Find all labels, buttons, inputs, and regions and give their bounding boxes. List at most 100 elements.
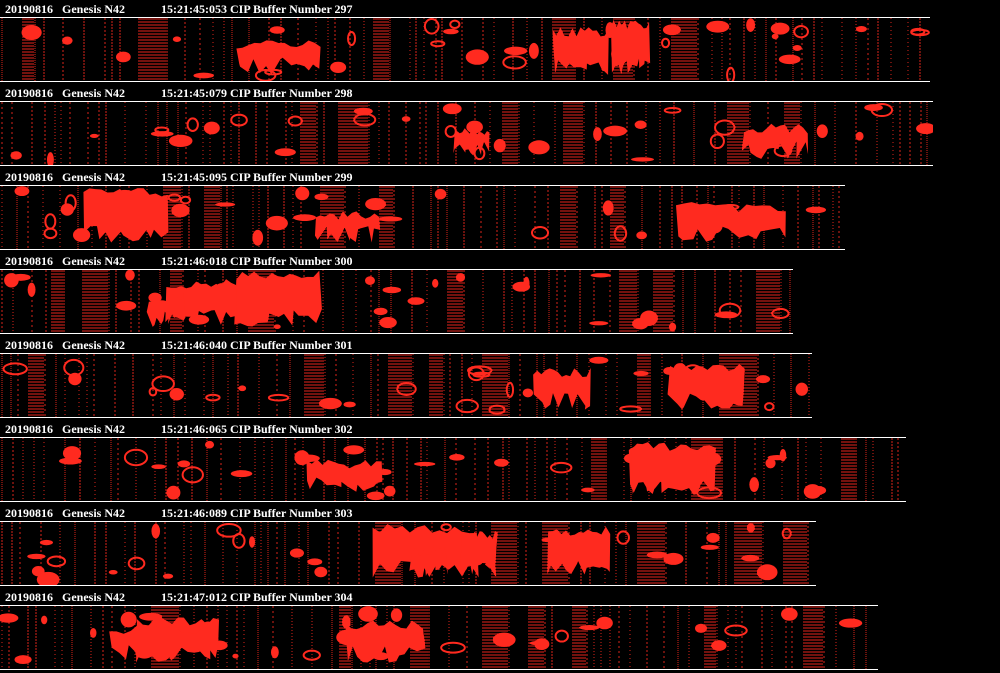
particle-mark: [14, 655, 32, 665]
particle-mark: [43, 227, 58, 240]
particle-mark: [232, 532, 246, 549]
particle-mark: [430, 40, 446, 48]
particle-mark: [293, 214, 317, 222]
particle-mark: [440, 641, 466, 654]
particle-mark: [746, 523, 755, 533]
buffer-date: 20190816: [5, 170, 53, 184]
buffer-strip-304: 20190816 Genesis N42 15:21:47:012 CIP Bu…: [0, 588, 1000, 672]
particle-mark: [632, 317, 649, 330]
particle-mark: [795, 382, 808, 396]
particle-mark: [2, 362, 28, 376]
particle-mark: [274, 148, 296, 157]
particle-mark: [466, 120, 483, 134]
particle-mark: [273, 324, 281, 330]
particle-mark: [724, 624, 748, 637]
particle-mark: [855, 131, 864, 141]
particle-mark: [465, 49, 489, 65]
particle-mark: [353, 107, 373, 115]
particle-mark: [314, 193, 329, 201]
particle-mark: [236, 40, 321, 75]
particle-mark: [631, 157, 655, 162]
particle-mark: [746, 18, 756, 32]
particle-mark: [205, 393, 221, 402]
particle-mark: [455, 398, 479, 414]
particle-mark: [449, 454, 465, 461]
particle-mark: [581, 487, 595, 493]
particle-mark: [792, 44, 802, 52]
particle-mark: [432, 278, 439, 288]
particle-mark: [756, 564, 778, 581]
particle-mark: [636, 231, 647, 240]
particle-mark: [295, 186, 310, 201]
particle-mark: [379, 317, 397, 329]
buffer-image-panel: [0, 605, 878, 670]
particle-image: [1, 18, 930, 81]
particle-mark: [27, 282, 36, 297]
buffer-probe: Genesis N42: [62, 170, 125, 184]
particle-mark: [838, 618, 863, 628]
particle-mark: [714, 119, 736, 136]
buffer-time-label: 15:21:46:018 CIP Buffer Number 300: [161, 254, 353, 268]
buffer-strip-301: 20190816 Genesis N42 15:21:46:040 CIP Bu…: [0, 336, 1000, 420]
particle-mark: [528, 42, 539, 59]
particle-mark: [151, 375, 175, 393]
particle-image: [1, 522, 809, 585]
particle-mark: [146, 293, 186, 327]
particle-mark: [314, 211, 381, 243]
particle-mark: [72, 228, 91, 243]
particle-mark: [434, 188, 447, 200]
particle-mark: [634, 120, 647, 130]
particle-mark: [205, 440, 215, 449]
buffer-header: 20190816 Genesis N42 15:21:45:079 CIP Bu…: [0, 86, 353, 100]
particle-mark: [44, 213, 57, 230]
particle-mark: [125, 270, 135, 281]
buffer-strip-299: 20190816 Genesis N42 15:21:45:095 CIP Bu…: [0, 168, 1000, 252]
buffer-probe: Genesis N42: [62, 338, 125, 352]
particle-mark: [314, 566, 328, 578]
particle-mark: [803, 484, 822, 499]
particle-mark: [151, 464, 166, 470]
particle-mark: [62, 36, 73, 45]
particle-mark: [177, 460, 191, 468]
buffer-date: 20190816: [5, 590, 53, 604]
particle-mark: [675, 202, 786, 242]
particle-mark: [709, 133, 725, 150]
particle-mark: [646, 551, 668, 559]
particle-mark: [120, 611, 137, 628]
buffer-header: 20190816 Genesis N42 15:21:46:018 CIP Bu…: [0, 254, 353, 268]
particle-mark: [423, 18, 440, 35]
buffer-date: 20190816: [5, 506, 53, 520]
particle-mark: [62, 446, 82, 461]
particle-mark: [127, 556, 146, 571]
buffer-strip-298: 20190816 Genesis N42 15:21:45:079 CIP Bu…: [0, 84, 1000, 168]
particle-mark: [407, 297, 425, 305]
particle-mark: [306, 459, 383, 492]
particle-mark: [741, 554, 760, 562]
particle-mark: [318, 397, 342, 410]
buffer-image-panel: [0, 353, 812, 418]
particle-mark: [764, 402, 775, 412]
particle-mark: [123, 448, 149, 467]
buffer-header: 20190816 Genesis N42 15:21:46:040 CIP Bu…: [0, 338, 353, 352]
particle-mark: [267, 393, 290, 402]
particle-mark: [383, 485, 396, 497]
particle-mark: [294, 450, 310, 466]
particle-mark: [289, 548, 304, 558]
buffer-probe: Genesis N42: [62, 590, 125, 604]
particle-mark: [512, 281, 531, 292]
particle-mark: [547, 526, 611, 575]
buffer-date: 20190816: [5, 86, 53, 100]
buffer-strip-302: 20190816 Genesis N42 15:21:46:065 CIP Bu…: [0, 420, 1000, 504]
buffer-time-label: 15:21:47:012 CIP Buffer Number 304: [161, 590, 353, 604]
particle-mark: [0, 613, 19, 623]
particle-mark: [172, 36, 182, 42]
buffer-probe: Genesis N42: [62, 2, 125, 16]
particle-mark: [345, 620, 426, 663]
particle-mark: [265, 215, 288, 231]
particle-mark: [330, 61, 347, 73]
particle-mark: [36, 571, 60, 585]
buffer-date: 20190816: [5, 422, 53, 436]
particle-image: [1, 102, 933, 165]
particle-mark: [366, 491, 385, 501]
particle-mark: [230, 113, 248, 127]
